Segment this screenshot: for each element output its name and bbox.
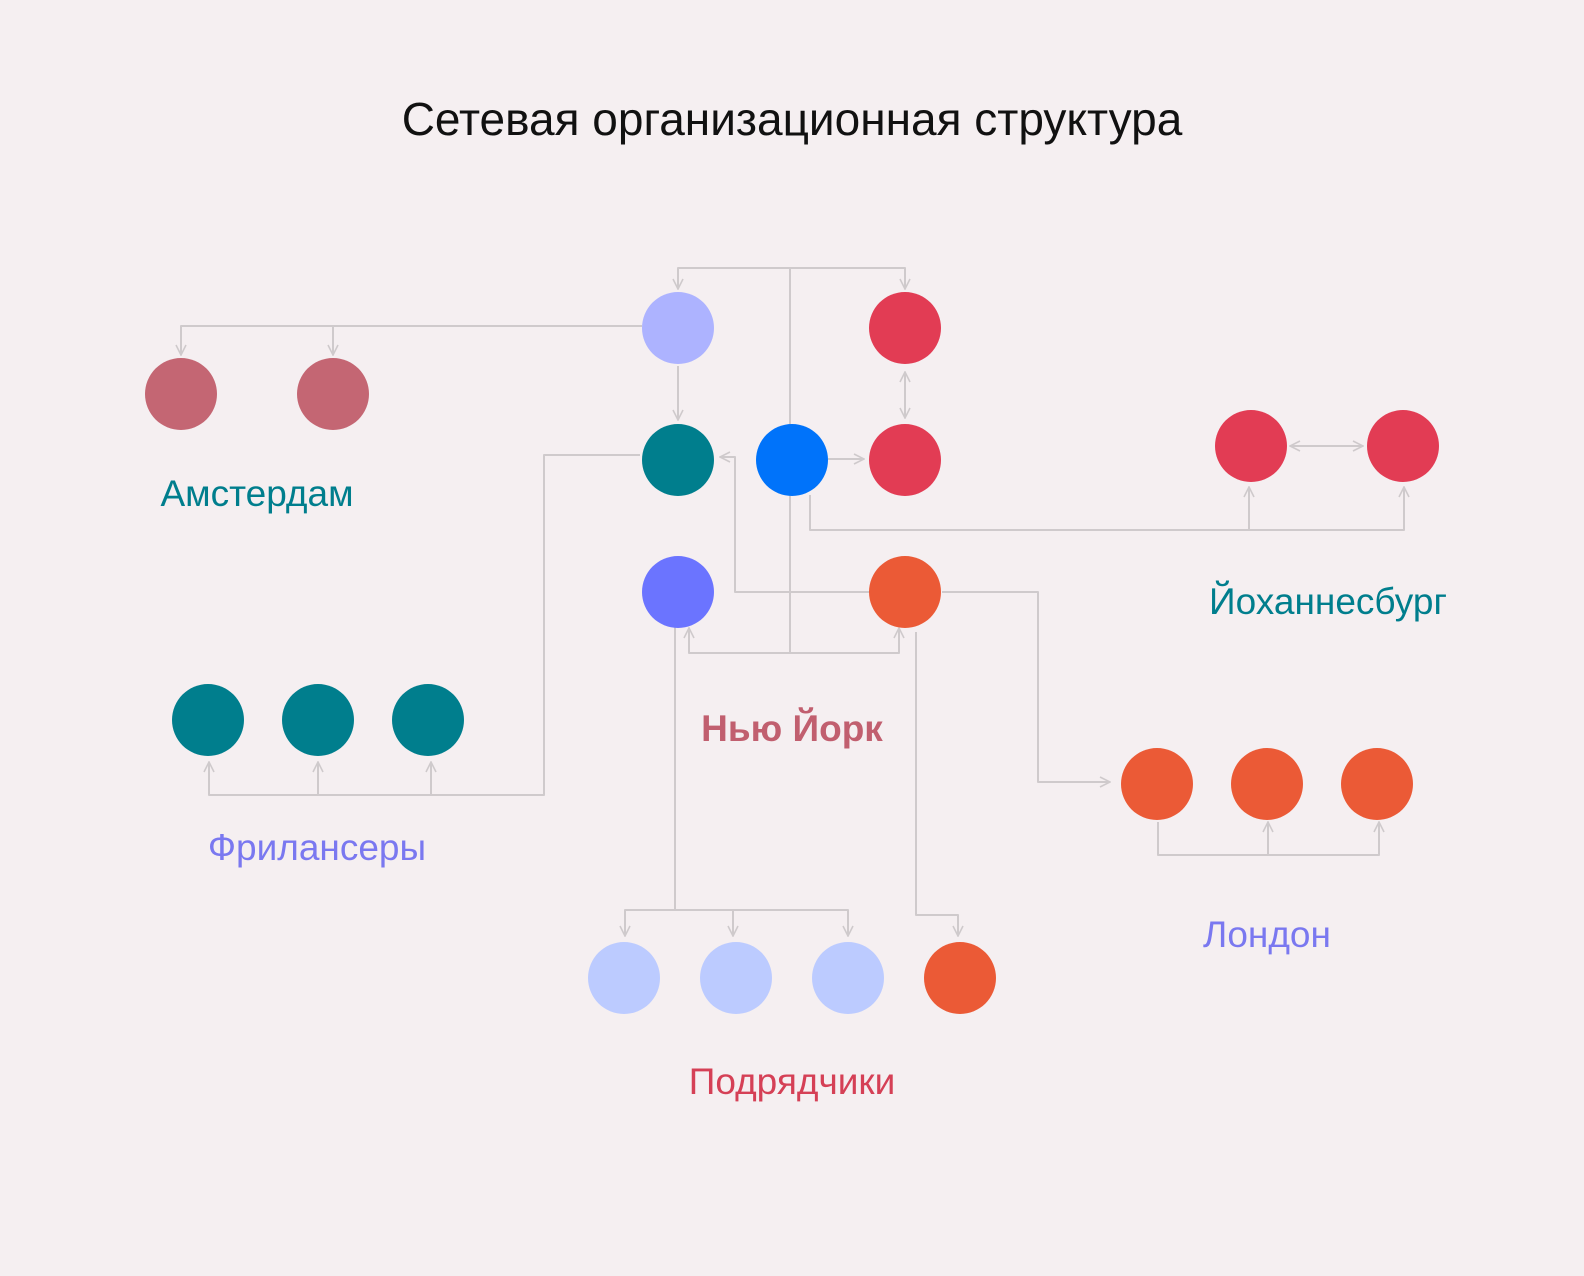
node-newyork-red-middle [869, 424, 941, 496]
connector-london-bus [942, 591, 1110, 782]
node-london-1 [1121, 748, 1193, 820]
node-contractor-3 [812, 942, 884, 1014]
node-freelancer-3 [392, 684, 464, 756]
node-contractor-4 [924, 942, 996, 1014]
nodes [145, 292, 1439, 1014]
node-newyork-orange [869, 556, 941, 628]
node-newyork-blue [756, 424, 828, 496]
connector-johannesburg-bus [809, 487, 1404, 531]
connector-top-right [790, 267, 905, 289]
label-contractors: Подрядчики [689, 1061, 896, 1102]
connector-bottom-left [689, 628, 790, 654]
node-contractor-1 [588, 942, 660, 1014]
node-london-2 [1231, 748, 1303, 820]
diagram-title: Сетевая организационная структура [401, 93, 1183, 145]
node-newyork-teal [642, 424, 714, 496]
node-contractor-2 [700, 942, 772, 1014]
connector-top-left [678, 267, 790, 289]
connector-contractors-3 [733, 909, 848, 936]
node-johannesburg-1 [1215, 410, 1287, 482]
connector-amsterdam-bus [181, 325, 642, 355]
node-london-3 [1341, 748, 1413, 820]
label-london: Лондон [1203, 914, 1331, 955]
connector-contractors-2 [675, 909, 733, 936]
node-freelancer-2 [282, 684, 354, 756]
node-newyork-periwinkle [642, 556, 714, 628]
node-johannesburg-2 [1367, 410, 1439, 482]
node-newyork-lavender [642, 292, 714, 364]
node-amsterdam-2 [297, 358, 369, 430]
node-freelancer-1 [172, 684, 244, 756]
label-johannesburg: Йоханнесбург [1209, 580, 1447, 622]
connector-orange-contractor [915, 632, 958, 936]
connector-orange-teal [720, 457, 870, 593]
label-freelancers: Фрилансеры [208, 827, 426, 868]
node-amsterdam-1 [145, 358, 217, 430]
connector-freelancers-bus [209, 454, 640, 796]
node-newyork-red-top [869, 292, 941, 364]
label-amsterdam: Амстердам [160, 473, 353, 514]
label-new-york: Нью Йорк [701, 707, 883, 749]
connector-contractors-bus [625, 626, 676, 936]
connector-bottom-right [790, 628, 899, 654]
